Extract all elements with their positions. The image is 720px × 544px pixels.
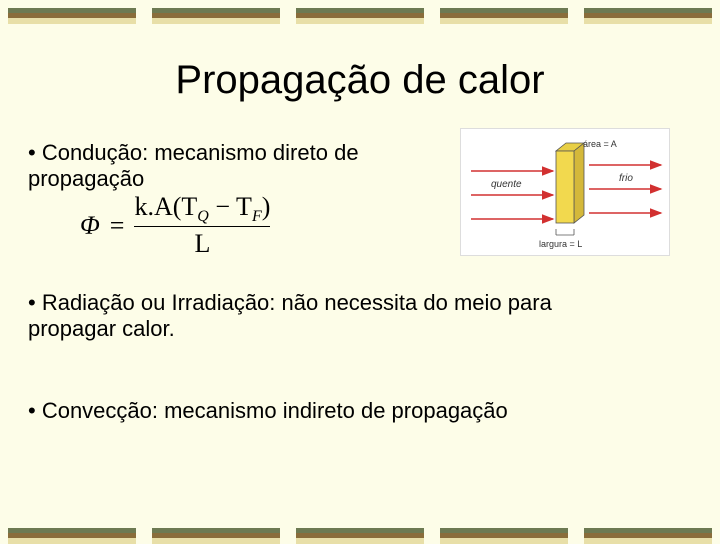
stripe: [584, 8, 712, 24]
stripe: [296, 528, 424, 544]
subscript-q: Q: [197, 208, 209, 225]
stripe: [440, 528, 568, 544]
stripe: [152, 528, 280, 544]
conduction-diagram: quente frio área = A largura = L: [460, 128, 670, 256]
stripe: [152, 8, 280, 24]
bullet-radiation: • Radiação ou Irradiação: não necessita …: [28, 290, 588, 343]
stripe: [8, 8, 136, 24]
svg-text:largura = L: largura = L: [539, 239, 582, 249]
svg-text:frio: frio: [619, 173, 633, 184]
decorative-stripes-bottom: [0, 528, 720, 544]
fraction: k.A(TQ − TF) L: [134, 192, 270, 259]
equals-sign: =: [110, 211, 125, 241]
conduction-diagram-svg: quente frio área = A largura = L: [461, 129, 671, 257]
heat-conduction-formula: Φ = k.A(TQ − TF) L: [80, 192, 270, 259]
slide-title: Propagação de calor: [0, 58, 720, 103]
svg-text:área = A: área = A: [583, 139, 617, 149]
stripe: [584, 528, 712, 544]
symbol-phi: Φ: [80, 211, 100, 241]
decorative-stripes-top: [0, 8, 720, 24]
numerator-minus-t: − T: [209, 192, 252, 221]
numerator-close: ): [262, 192, 271, 221]
svg-text:quente: quente: [491, 179, 522, 190]
stripe: [440, 8, 568, 24]
bullet-convection: • Convecção: mecanismo indireto de propa…: [28, 398, 588, 424]
stripe: [8, 528, 136, 544]
stripe: [296, 8, 424, 24]
denominator-l: L: [134, 226, 270, 259]
subscript-f: F: [252, 208, 262, 225]
bullet-conduction: • Condução: mecanismo direto de propagaç…: [28, 140, 448, 193]
numerator-k-a-t: k.A(T: [134, 192, 197, 221]
